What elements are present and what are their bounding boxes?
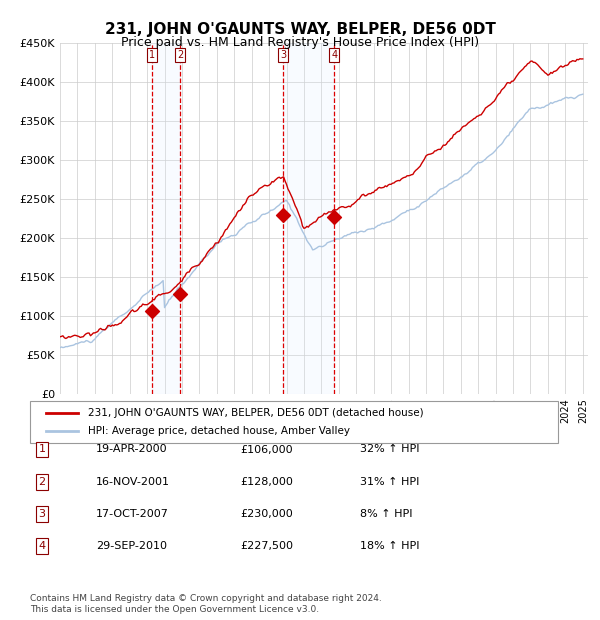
Text: HPI: Average price, detached house, Amber Valley: HPI: Average price, detached house, Ambe… [88,427,350,436]
Text: Contains HM Land Registry data © Crown copyright and database right 2024.
This d: Contains HM Land Registry data © Crown c… [30,595,382,614]
Text: £106,000: £106,000 [240,445,293,454]
Text: 18% ↑ HPI: 18% ↑ HPI [360,541,419,551]
Text: 231, JOHN O'GAUNTS WAY, BELPER, DE56 0DT (detached house): 231, JOHN O'GAUNTS WAY, BELPER, DE56 0DT… [88,408,424,418]
Text: £230,000: £230,000 [240,509,293,519]
Text: Price paid vs. HM Land Registry's House Price Index (HPI): Price paid vs. HM Land Registry's House … [121,36,479,49]
Point [148,306,157,316]
Point [278,210,288,219]
Text: £128,000: £128,000 [240,477,293,487]
Text: 2: 2 [38,477,46,487]
Text: 8% ↑ HPI: 8% ↑ HPI [360,509,413,519]
Text: 16-NOV-2001: 16-NOV-2001 [96,477,170,487]
Text: 4: 4 [331,50,338,60]
Text: 32% ↑ HPI: 32% ↑ HPI [360,445,419,454]
Text: 29-SEP-2010: 29-SEP-2010 [96,541,167,551]
Text: 1: 1 [38,445,46,454]
Point [329,211,339,221]
Point [175,289,185,299]
FancyBboxPatch shape [30,401,558,443]
Bar [152,43,180,394]
Text: 1: 1 [149,50,155,60]
Text: 17-OCT-2007: 17-OCT-2007 [96,509,169,519]
Text: 31% ↑ HPI: 31% ↑ HPI [360,477,419,487]
Text: 19-APR-2000: 19-APR-2000 [96,445,167,454]
Text: £227,500: £227,500 [240,541,293,551]
Text: 231, JOHN O'GAUNTS WAY, BELPER, DE56 0DT: 231, JOHN O'GAUNTS WAY, BELPER, DE56 0DT [104,22,496,37]
Bar [283,43,334,394]
Text: 4: 4 [38,541,46,551]
Text: 3: 3 [280,50,286,60]
Text: 3: 3 [38,509,46,519]
Text: 2: 2 [177,50,183,60]
